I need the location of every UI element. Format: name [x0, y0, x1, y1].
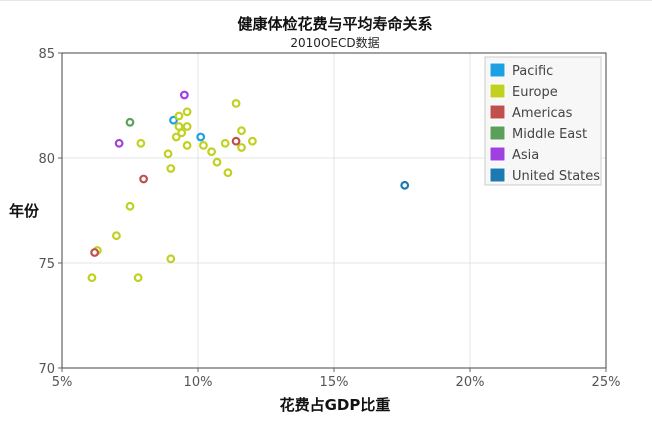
y-tick-label: 75	[38, 257, 55, 272]
point-europe[interactable]	[182, 107, 192, 117]
point-asia[interactable]	[114, 138, 124, 148]
x-tick-label: 25%	[592, 375, 621, 390]
point-europe[interactable]	[166, 254, 176, 264]
legend-swatch	[489, 62, 506, 78]
x-tick-label: 10%	[184, 375, 213, 390]
legend: Pacific Europe Americas Middle East Asia Unit…	[484, 56, 602, 186]
point-europe[interactable]	[125, 201, 135, 211]
point-pacific[interactable]	[169, 115, 178, 125]
legend-swatch	[489, 125, 506, 141]
point-europe[interactable]	[223, 168, 233, 178]
top-rule	[0, 0, 652, 1]
chart-subtitle: 2010OECD数据	[290, 35, 379, 50]
point-pacific[interactable]	[196, 132, 206, 142]
point-europe[interactable]	[133, 273, 143, 283]
point-europe[interactable]	[136, 138, 146, 148]
point-europe[interactable]	[237, 126, 246, 136]
point-europe[interactable]	[207, 147, 217, 157]
legend-box	[484, 56, 602, 186]
point-europe[interactable]	[166, 164, 176, 173]
point-europe[interactable]	[174, 111, 184, 121]
point-europe[interactable]	[111, 231, 121, 241]
legend-swatch	[489, 167, 506, 183]
point-europe[interactable]	[163, 149, 173, 159]
tick-labels: 5% 10% 15% 20% 25% 70 75 80 85	[38, 47, 620, 390]
point-europe[interactable]	[212, 157, 222, 167]
y-tick-label: 85	[38, 47, 55, 62]
legend-item-label[interactable]: Americas	[512, 106, 573, 121]
legend-item-label[interactable]: Asia	[512, 148, 539, 163]
point-asia[interactable]	[179, 90, 189, 100]
legend-swatch	[489, 83, 506, 99]
point-europe[interactable]	[237, 143, 246, 152]
point-europe[interactable]	[182, 122, 192, 131]
y-tick-label: 70	[38, 362, 55, 377]
point-europe[interactable]	[199, 140, 208, 150]
point-europe[interactable]	[231, 98, 241, 108]
point-europe[interactable]	[247, 136, 257, 146]
legend-item-label[interactable]: United States	[512, 169, 600, 184]
legend-item-label[interactable]: Middle East	[512, 127, 587, 142]
chart-title: 健康体检花费与平均寿命关系	[237, 15, 432, 33]
legend-swatch	[489, 104, 506, 120]
x-tick-label: 20%	[456, 375, 485, 390]
y-tick-label: 80	[38, 152, 55, 167]
point-europe[interactable]	[220, 138, 230, 148]
legend-swatch	[489, 146, 506, 162]
legend-item-label[interactable]: Europe	[512, 85, 558, 100]
point-americas[interactable]	[139, 174, 149, 184]
point-europe[interactable]	[87, 273, 97, 283]
legend-item-label[interactable]: Pacific	[512, 64, 553, 79]
y-axis-label: 年份	[9, 202, 40, 220]
data-points	[87, 90, 410, 283]
point-europe[interactable]	[182, 140, 192, 150]
point-middle-east[interactable]	[125, 117, 135, 127]
x-axis-label: 花费占GDP比重	[280, 396, 391, 414]
point-americas[interactable]	[231, 136, 241, 146]
x-tick-label: 5%	[52, 375, 73, 390]
point-europe[interactable]	[177, 128, 187, 138]
x-tick-label: 15%	[320, 375, 349, 390]
point-americas[interactable]	[90, 248, 100, 257]
point-europe[interactable]	[171, 132, 181, 142]
point-united-states[interactable]	[400, 180, 410, 190]
